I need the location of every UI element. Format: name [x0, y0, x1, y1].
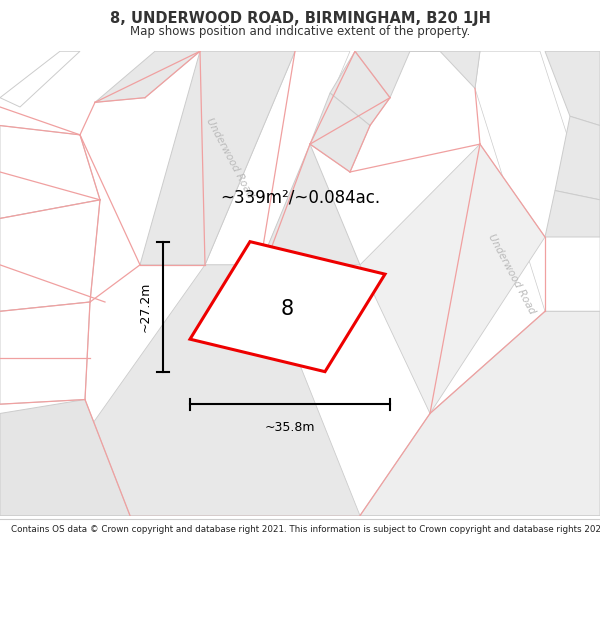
Polygon shape: [355, 51, 480, 98]
Polygon shape: [205, 51, 350, 265]
Polygon shape: [555, 116, 600, 200]
Polygon shape: [0, 302, 90, 404]
Text: ~35.8m: ~35.8m: [265, 421, 315, 434]
Polygon shape: [95, 51, 200, 102]
Polygon shape: [0, 399, 130, 516]
Text: Underwood Road: Underwood Road: [205, 116, 256, 200]
Text: ~339m²/~0.084ac.: ~339m²/~0.084ac.: [220, 189, 380, 207]
Text: Underwood Road: Underwood Road: [487, 232, 538, 316]
Polygon shape: [0, 126, 100, 218]
Polygon shape: [360, 311, 600, 516]
Text: Contains OS data © Crown copyright and database right 2021. This information is : Contains OS data © Crown copyright and d…: [11, 526, 600, 534]
Polygon shape: [260, 144, 360, 265]
Text: Map shows position and indicative extent of the property.: Map shows position and indicative extent…: [130, 26, 470, 39]
Text: ~27.2m: ~27.2m: [139, 281, 151, 332]
Polygon shape: [0, 200, 100, 311]
Text: 8: 8: [280, 299, 293, 319]
Text: 8, UNDERWOOD ROAD, BIRMINGHAM, B20 1JH: 8, UNDERWOOD ROAD, BIRMINGHAM, B20 1JH: [110, 11, 490, 26]
Polygon shape: [545, 191, 600, 237]
Polygon shape: [330, 51, 390, 126]
Polygon shape: [190, 242, 385, 372]
Polygon shape: [80, 265, 360, 516]
Polygon shape: [475, 51, 600, 311]
Polygon shape: [140, 51, 295, 265]
Polygon shape: [0, 51, 80, 107]
Polygon shape: [545, 51, 600, 126]
Polygon shape: [360, 144, 545, 414]
Polygon shape: [310, 93, 370, 172]
